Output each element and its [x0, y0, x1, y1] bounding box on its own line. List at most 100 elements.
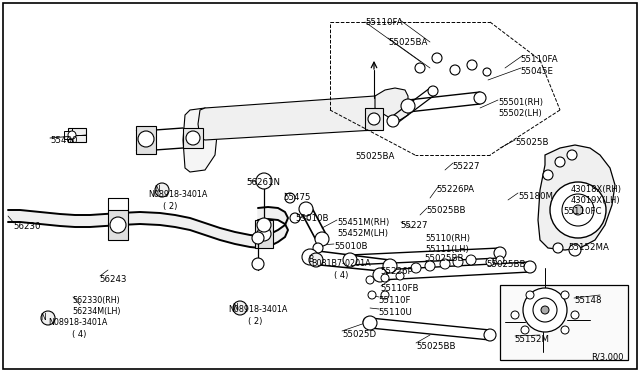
Circle shape: [366, 276, 374, 284]
Circle shape: [571, 311, 579, 319]
Circle shape: [313, 243, 323, 253]
Polygon shape: [205, 223, 220, 240]
Text: 55400: 55400: [50, 136, 77, 145]
Circle shape: [541, 306, 549, 314]
Circle shape: [567, 150, 577, 160]
Circle shape: [186, 131, 200, 145]
Circle shape: [521, 326, 529, 334]
Text: 55025BB: 55025BB: [416, 342, 456, 351]
Circle shape: [450, 65, 460, 75]
Text: N08918-3401A: N08918-3401A: [228, 305, 287, 314]
Circle shape: [523, 288, 567, 332]
Text: 55025B: 55025B: [515, 138, 548, 147]
Polygon shape: [90, 214, 105, 227]
Circle shape: [467, 60, 477, 70]
Text: 55452M(LH): 55452M(LH): [337, 229, 388, 238]
Text: 56243: 56243: [99, 275, 127, 284]
Polygon shape: [268, 207, 278, 220]
Text: 55227: 55227: [400, 221, 428, 230]
Circle shape: [415, 63, 425, 73]
Circle shape: [428, 86, 438, 96]
Polygon shape: [8, 210, 20, 222]
Bar: [68, 128, 86, 142]
Text: 56230: 56230: [13, 222, 40, 231]
Circle shape: [381, 274, 389, 282]
Circle shape: [302, 249, 318, 265]
Circle shape: [533, 298, 557, 322]
Text: 55152MA: 55152MA: [568, 243, 609, 252]
Circle shape: [368, 291, 376, 299]
Circle shape: [256, 173, 272, 189]
Text: 55451M(RH): 55451M(RH): [337, 218, 389, 227]
Circle shape: [543, 170, 553, 180]
Text: 43019X(LH): 43019X(LH): [571, 196, 621, 205]
Circle shape: [474, 92, 486, 104]
Circle shape: [524, 261, 536, 273]
Text: N: N: [40, 314, 46, 323]
Circle shape: [290, 213, 300, 223]
Circle shape: [41, 311, 55, 325]
Polygon shape: [278, 208, 285, 224]
Text: N: N: [232, 304, 238, 312]
Text: N: N: [154, 186, 160, 195]
Circle shape: [573, 205, 583, 215]
Text: 43018X(RH): 43018X(RH): [571, 185, 622, 194]
Text: 55226P: 55226P: [380, 267, 413, 276]
Polygon shape: [375, 88, 408, 120]
Text: 55110U: 55110U: [378, 308, 412, 317]
Text: 55180M: 55180M: [518, 192, 553, 201]
Polygon shape: [198, 96, 380, 140]
Circle shape: [257, 218, 271, 232]
Circle shape: [233, 301, 247, 315]
Text: 55148: 55148: [574, 296, 602, 305]
Text: 55010B: 55010B: [295, 214, 328, 223]
Circle shape: [252, 232, 264, 244]
Polygon shape: [20, 210, 40, 224]
Circle shape: [257, 227, 271, 241]
Circle shape: [526, 291, 534, 299]
Polygon shape: [270, 230, 278, 246]
Text: 55110FA: 55110FA: [365, 18, 403, 27]
Polygon shape: [190, 218, 205, 235]
Bar: [108, 210, 128, 240]
Circle shape: [383, 259, 397, 273]
Circle shape: [555, 157, 565, 167]
Text: R/3,000: R/3,000: [591, 353, 623, 362]
Circle shape: [483, 68, 491, 76]
Polygon shape: [140, 212, 160, 225]
Text: 55025BB: 55025BB: [486, 260, 525, 269]
Polygon shape: [285, 218, 288, 237]
Circle shape: [553, 243, 563, 253]
Circle shape: [363, 316, 377, 330]
Polygon shape: [160, 213, 175, 227]
Polygon shape: [220, 228, 235, 244]
Circle shape: [569, 244, 581, 256]
Circle shape: [138, 131, 154, 147]
Circle shape: [373, 268, 387, 282]
Text: 55025BA: 55025BA: [355, 152, 394, 161]
Text: 56261N: 56261N: [246, 178, 280, 187]
Circle shape: [309, 253, 323, 267]
Circle shape: [299, 202, 313, 216]
Polygon shape: [175, 215, 190, 230]
Text: 55025BB: 55025BB: [426, 206, 465, 215]
Circle shape: [368, 113, 380, 125]
Polygon shape: [183, 108, 218, 172]
Text: ( 4): ( 4): [334, 271, 348, 280]
Polygon shape: [285, 212, 288, 230]
Circle shape: [561, 291, 569, 299]
Polygon shape: [538, 145, 615, 250]
Circle shape: [486, 258, 494, 266]
Circle shape: [484, 329, 496, 341]
Bar: [255, 220, 273, 248]
Text: 55045E: 55045E: [520, 67, 553, 76]
Circle shape: [494, 247, 506, 259]
Text: N08918-3401A: N08918-3401A: [148, 190, 207, 199]
Text: 55010B: 55010B: [334, 242, 367, 251]
Text: N08918-3401A: N08918-3401A: [48, 318, 108, 327]
Text: 55475: 55475: [283, 193, 310, 202]
Text: ( 2): ( 2): [163, 202, 177, 211]
Bar: [183, 128, 203, 148]
Circle shape: [453, 257, 463, 267]
Circle shape: [550, 182, 606, 238]
